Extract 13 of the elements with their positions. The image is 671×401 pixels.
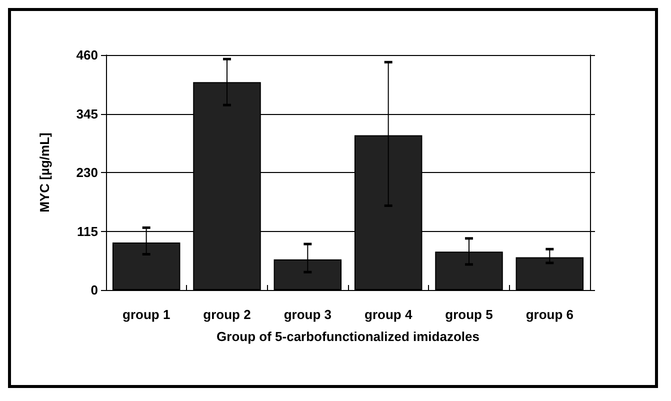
y-tick-label: 115 [77, 224, 98, 239]
x-tick-label: group 3 [284, 307, 332, 322]
x-tick-label: group 1 [122, 307, 170, 322]
y-tick-label: 345 [76, 106, 98, 122]
x-tick-label: group 4 [364, 307, 413, 322]
x-tick-label: group 5 [445, 307, 493, 322]
x-axis-title: Group of 5-carbofunctionalized imidazoles [216, 329, 480, 344]
y-axis-title: MYC [µg/mL] [37, 132, 52, 212]
y-tick-label: 0 [90, 282, 98, 298]
x-tick-label: group 6 [526, 307, 574, 322]
y-tick-label: 230 [76, 165, 98, 180]
y-tick-label: 460 [76, 48, 98, 62]
x-tick-label: group 2 [203, 307, 251, 322]
